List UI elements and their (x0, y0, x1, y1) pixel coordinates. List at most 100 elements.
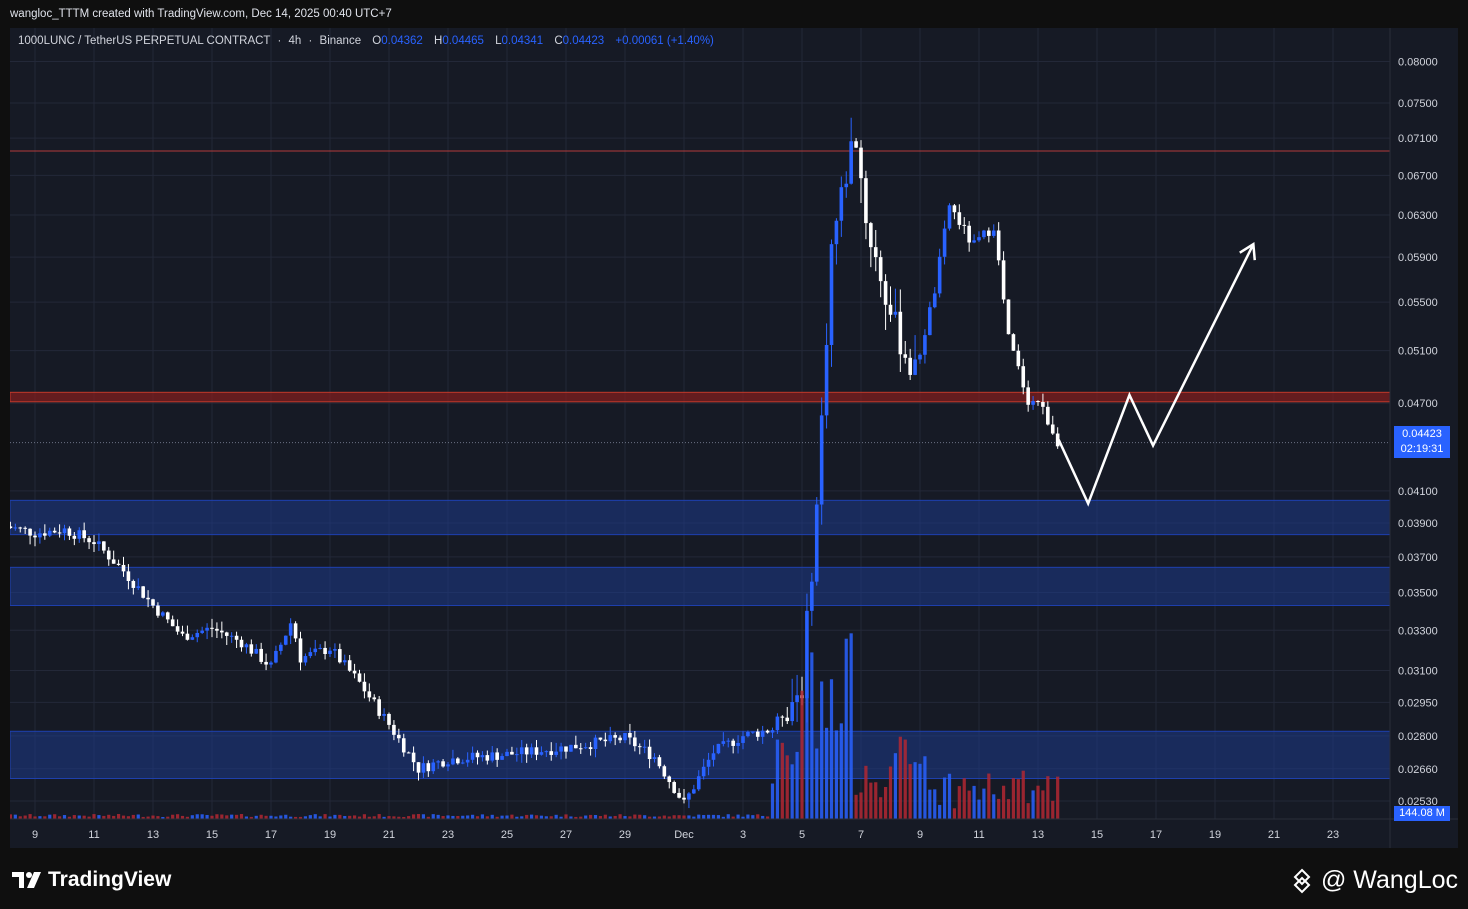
candle-body (1046, 406, 1050, 425)
candle-body (347, 660, 352, 671)
volume-bar (451, 815, 455, 819)
price-tick-label: 0.07100 (1398, 133, 1438, 145)
candle-body (908, 357, 912, 375)
time-tick-label: 9 (32, 829, 38, 841)
price-tick-label: 0.03900 (1398, 518, 1438, 530)
symbol-name[interactable]: 1000LUNC / TetherUS PERPETUAL CONTRACT (18, 35, 271, 47)
price-tick-label: 0.03300 (1398, 625, 1438, 637)
volume-bar (411, 814, 416, 819)
volume-bar (987, 773, 991, 819)
chart-panel[interactable]: 0.08000 0.07500 0.07100 0.06700 0.06300 0.059… (10, 28, 1458, 848)
volume-bar (67, 816, 72, 819)
volume-bar (279, 815, 283, 819)
candle-body (283, 635, 288, 645)
candle-body (726, 740, 731, 742)
volume-bar (121, 815, 126, 819)
candle-body (898, 311, 903, 355)
volume-bar (205, 814, 209, 819)
price-chart[interactable]: 0.08000 0.07500 0.07100 0.06700 0.06300 0.059… (10, 28, 1458, 848)
candle-body (392, 724, 396, 735)
volume-bar (274, 816, 278, 819)
volume-label: 144.08 M (1394, 806, 1450, 821)
volume-bar (574, 816, 578, 819)
candle-body (913, 359, 917, 375)
candle-body (480, 755, 485, 758)
time-tick-label: 19 (1209, 829, 1221, 841)
volume-bar (864, 765, 868, 819)
candle-body (18, 527, 23, 529)
candle-body (819, 415, 824, 505)
close-label: C (554, 35, 563, 47)
volume-bar (82, 815, 86, 819)
candle-body (136, 586, 141, 588)
price-tick-label: 0.05500 (1398, 297, 1438, 309)
volume-bar (38, 816, 42, 819)
candle-body (854, 141, 858, 148)
volume-bar (810, 652, 814, 819)
candle-body (1016, 350, 1021, 367)
candle-body (814, 504, 819, 582)
time-tick-label: 13 (1032, 829, 1044, 841)
volume-bar (372, 816, 376, 819)
volume-bar (903, 739, 907, 819)
candle-body (97, 541, 101, 545)
volume-bar (97, 815, 101, 819)
candle-body (264, 661, 268, 665)
volume-bar (466, 815, 470, 819)
candle-body (982, 230, 986, 238)
open-value: 0.04362 (381, 35, 423, 47)
candle-body (298, 638, 303, 663)
tradingview-logo-icon (12, 872, 41, 888)
candle-body (131, 580, 136, 588)
volume-bar (879, 797, 883, 819)
price-tick-label: 0.02950 (1398, 697, 1438, 709)
volume-bar (579, 816, 583, 819)
volume-bar (672, 815, 676, 819)
volume-bar (303, 816, 308, 819)
volume-bar (800, 690, 804, 819)
low-value: 0.04341 (501, 35, 544, 47)
candle-body (952, 205, 957, 213)
volume-bar (298, 816, 303, 819)
time-tick-label: 5 (799, 829, 805, 841)
volume-bar (92, 814, 96, 819)
support-zone (10, 499, 1391, 536)
tradingview-logo[interactable]: TradingView (12, 868, 171, 892)
chart-credit: wangloc_TTTM created with TradingView.co… (10, 8, 392, 20)
volume-bar (982, 788, 986, 819)
candle-body (426, 763, 431, 772)
volume-bar (102, 815, 106, 819)
volume-bar (441, 816, 445, 819)
candle-body (1011, 334, 1016, 351)
candle-body (510, 751, 514, 755)
candle-body (43, 533, 47, 536)
candle-body (991, 230, 996, 236)
price-tick-label: 0.04700 (1398, 398, 1438, 410)
candle-body (564, 746, 568, 752)
price-tick-label: 0.04100 (1398, 486, 1438, 498)
candle-body (451, 758, 455, 765)
time-tick-label: 19 (324, 829, 336, 841)
price-tick-label: 0.07500 (1398, 98, 1438, 110)
interval[interactable]: 4h (288, 35, 302, 47)
candle-body (470, 752, 475, 760)
candle-body (441, 761, 445, 767)
volume-bar (220, 814, 224, 819)
candle-body (593, 737, 598, 750)
volume-bar (652, 816, 657, 819)
candle-body (431, 762, 436, 772)
volume-bar (515, 816, 519, 819)
volume-bar (43, 816, 47, 819)
time-tick-label: 3 (740, 829, 746, 841)
tradingview-logo-text: TradingView (48, 868, 172, 891)
candle-body (406, 752, 411, 754)
projection-path (1057, 243, 1255, 507)
price-tick-label: 0.08000 (1398, 57, 1438, 69)
volume-bar (293, 816, 298, 819)
candle-body (1001, 260, 1006, 300)
candle-body (539, 752, 544, 755)
volume-bar (1046, 776, 1050, 819)
volume-bar (475, 816, 480, 819)
high-value: 0.04465 (442, 35, 484, 47)
candle-body (647, 746, 652, 760)
